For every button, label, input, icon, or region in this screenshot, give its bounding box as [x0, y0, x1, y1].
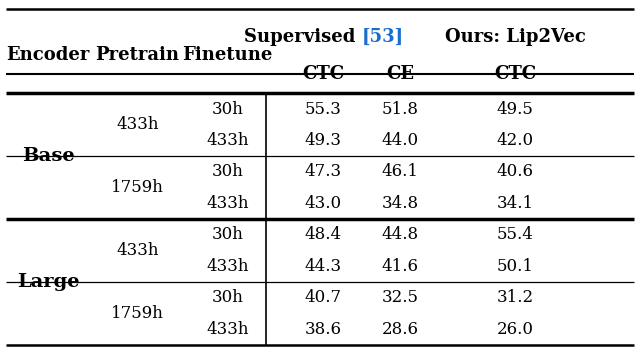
Text: 433h: 433h [206, 321, 248, 338]
Text: CTC: CTC [302, 65, 344, 83]
Text: 49.5: 49.5 [497, 101, 534, 118]
Text: 38.6: 38.6 [305, 321, 342, 338]
Text: 433h: 433h [206, 132, 248, 149]
Text: 44.0: 44.0 [381, 132, 419, 149]
Text: 43.0: 43.0 [305, 195, 342, 212]
Text: 30h: 30h [211, 163, 243, 181]
Text: 48.4: 48.4 [305, 226, 342, 243]
Text: 40.7: 40.7 [305, 289, 342, 306]
Text: 433h: 433h [206, 195, 248, 212]
Text: Base: Base [22, 147, 74, 165]
Text: 1759h: 1759h [111, 305, 164, 322]
Text: 40.6: 40.6 [497, 163, 534, 181]
Text: Pretrain: Pretrain [95, 46, 180, 64]
Text: 55.4: 55.4 [497, 226, 534, 243]
Text: CTC: CTC [494, 65, 536, 83]
Text: 30h: 30h [211, 289, 243, 306]
Text: Encoder: Encoder [6, 46, 90, 64]
Text: 34.8: 34.8 [381, 195, 419, 212]
Text: 433h: 433h [116, 242, 159, 259]
Text: 55.3: 55.3 [305, 101, 342, 118]
Text: 47.3: 47.3 [305, 163, 342, 181]
Text: 30h: 30h [211, 226, 243, 243]
Text: 31.2: 31.2 [497, 289, 534, 306]
Text: 44.3: 44.3 [305, 258, 342, 275]
Text: 433h: 433h [206, 258, 248, 275]
Text: 30h: 30h [211, 101, 243, 118]
Text: 49.3: 49.3 [305, 132, 342, 149]
Text: 28.6: 28.6 [381, 321, 419, 338]
Text: CE: CE [386, 65, 414, 83]
Text: 42.0: 42.0 [497, 132, 534, 149]
Text: 50.1: 50.1 [497, 258, 534, 275]
Text: Ours: Lip2Vec: Ours: Lip2Vec [445, 28, 586, 46]
Text: 44.8: 44.8 [381, 226, 419, 243]
Text: 32.5: 32.5 [381, 289, 419, 306]
Text: 51.8: 51.8 [381, 101, 419, 118]
Text: 1759h: 1759h [111, 179, 164, 196]
Text: 41.6: 41.6 [381, 258, 419, 275]
Text: 26.0: 26.0 [497, 321, 534, 338]
Text: [53]: [53] [362, 28, 404, 46]
Text: 34.1: 34.1 [497, 195, 534, 212]
Text: 46.1: 46.1 [381, 163, 419, 181]
Text: Finetune: Finetune [182, 46, 273, 64]
Text: Large: Large [17, 273, 79, 291]
Text: 433h: 433h [116, 116, 159, 133]
Text: Supervised: Supervised [244, 28, 362, 46]
